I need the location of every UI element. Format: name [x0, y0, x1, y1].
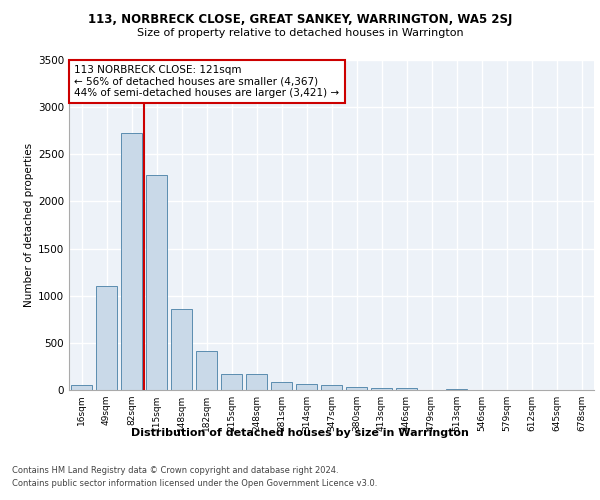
Bar [346, 386, 367, 390]
Y-axis label: Number of detached properties: Number of detached properties [24, 143, 34, 307]
Bar [146, 175, 167, 390]
Bar [296, 384, 317, 390]
Bar [171, 309, 192, 390]
Text: 113 NORBRECK CLOSE: 121sqm
← 56% of detached houses are smaller (4,367)
44% of s: 113 NORBRECK CLOSE: 121sqm ← 56% of deta… [74, 65, 340, 98]
Bar [221, 374, 242, 390]
Text: Distribution of detached houses by size in Warrington: Distribution of detached houses by size … [131, 428, 469, 438]
Bar [121, 132, 142, 390]
Bar [371, 388, 392, 390]
Text: Contains public sector information licensed under the Open Government Licence v3: Contains public sector information licen… [12, 479, 377, 488]
Bar [396, 388, 417, 390]
Bar [321, 386, 342, 390]
Bar [446, 388, 467, 390]
Bar [196, 351, 217, 390]
Text: Size of property relative to detached houses in Warrington: Size of property relative to detached ho… [137, 28, 463, 38]
Bar [96, 286, 117, 390]
Bar [71, 385, 92, 390]
Bar [271, 382, 292, 390]
Text: 113, NORBRECK CLOSE, GREAT SANKEY, WARRINGTON, WA5 2SJ: 113, NORBRECK CLOSE, GREAT SANKEY, WARRI… [88, 12, 512, 26]
Bar [246, 374, 267, 390]
Text: Contains HM Land Registry data © Crown copyright and database right 2024.: Contains HM Land Registry data © Crown c… [12, 466, 338, 475]
